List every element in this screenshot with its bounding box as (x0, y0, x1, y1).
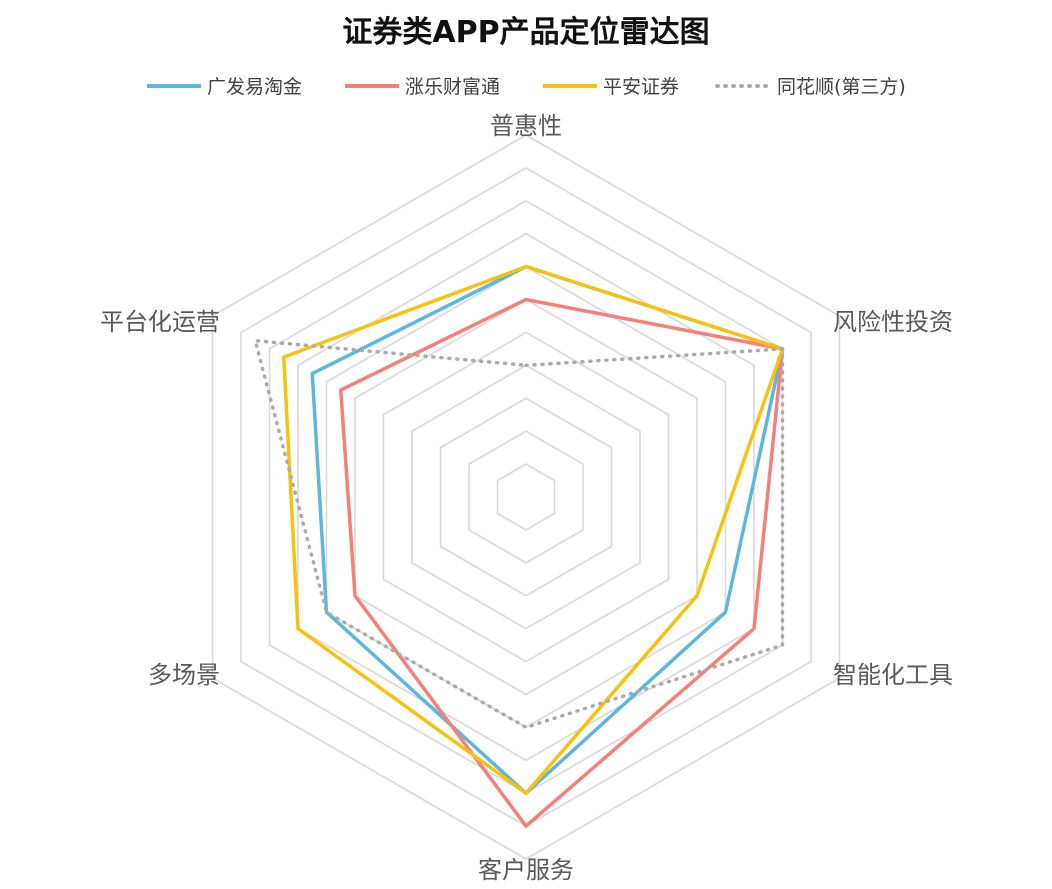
axis-label: 普惠性 (490, 112, 562, 140)
legend-label-3: 平安证券 (603, 76, 679, 98)
grid-ring (297, 232, 755, 762)
series-layer (253, 264, 785, 828)
axis-label: 平台化运营 (100, 308, 220, 336)
legend: 广发易淘金 涨乐财富通 平安证券 同花顺(第三方) (147, 76, 906, 98)
axis-label: 客户服务 (478, 856, 574, 884)
grid-ring (354, 298, 698, 696)
legend-label-4: 同花顺(第三方) (777, 76, 906, 98)
grid-ring (411, 364, 641, 630)
radar-grid (211, 134, 841, 860)
grid-ring (496, 463, 556, 531)
axis-label: 多场景 (148, 661, 220, 689)
axis-label: 风险性投资 (833, 308, 953, 336)
legend-label-1: 广发易淘金 (207, 76, 302, 98)
grid-ring (439, 397, 613, 597)
series-line-3 (281, 264, 785, 795)
grid-ring (468, 430, 584, 564)
axis-label: 智能化工具 (833, 661, 953, 689)
grid-ring (211, 134, 841, 860)
series-line-4 (253, 338, 785, 730)
grid-ring (382, 331, 670, 663)
chart-title: 证券类APP产品定位雷达图 (342, 15, 709, 50)
series-line-2 (338, 297, 785, 828)
legend-label-2: 涨乐财富通 (405, 76, 500, 98)
